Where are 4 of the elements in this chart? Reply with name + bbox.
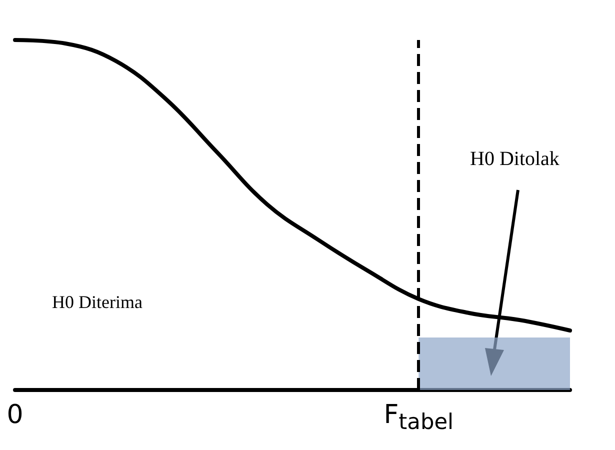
x-tick-label: F$_{tabel}$: [384, 400, 454, 436]
annotation: H0 Diterima: [52, 292, 142, 313]
text: H0 Ditolak: [470, 148, 560, 171]
x-tick-label: 0: [6, 400, 24, 430]
